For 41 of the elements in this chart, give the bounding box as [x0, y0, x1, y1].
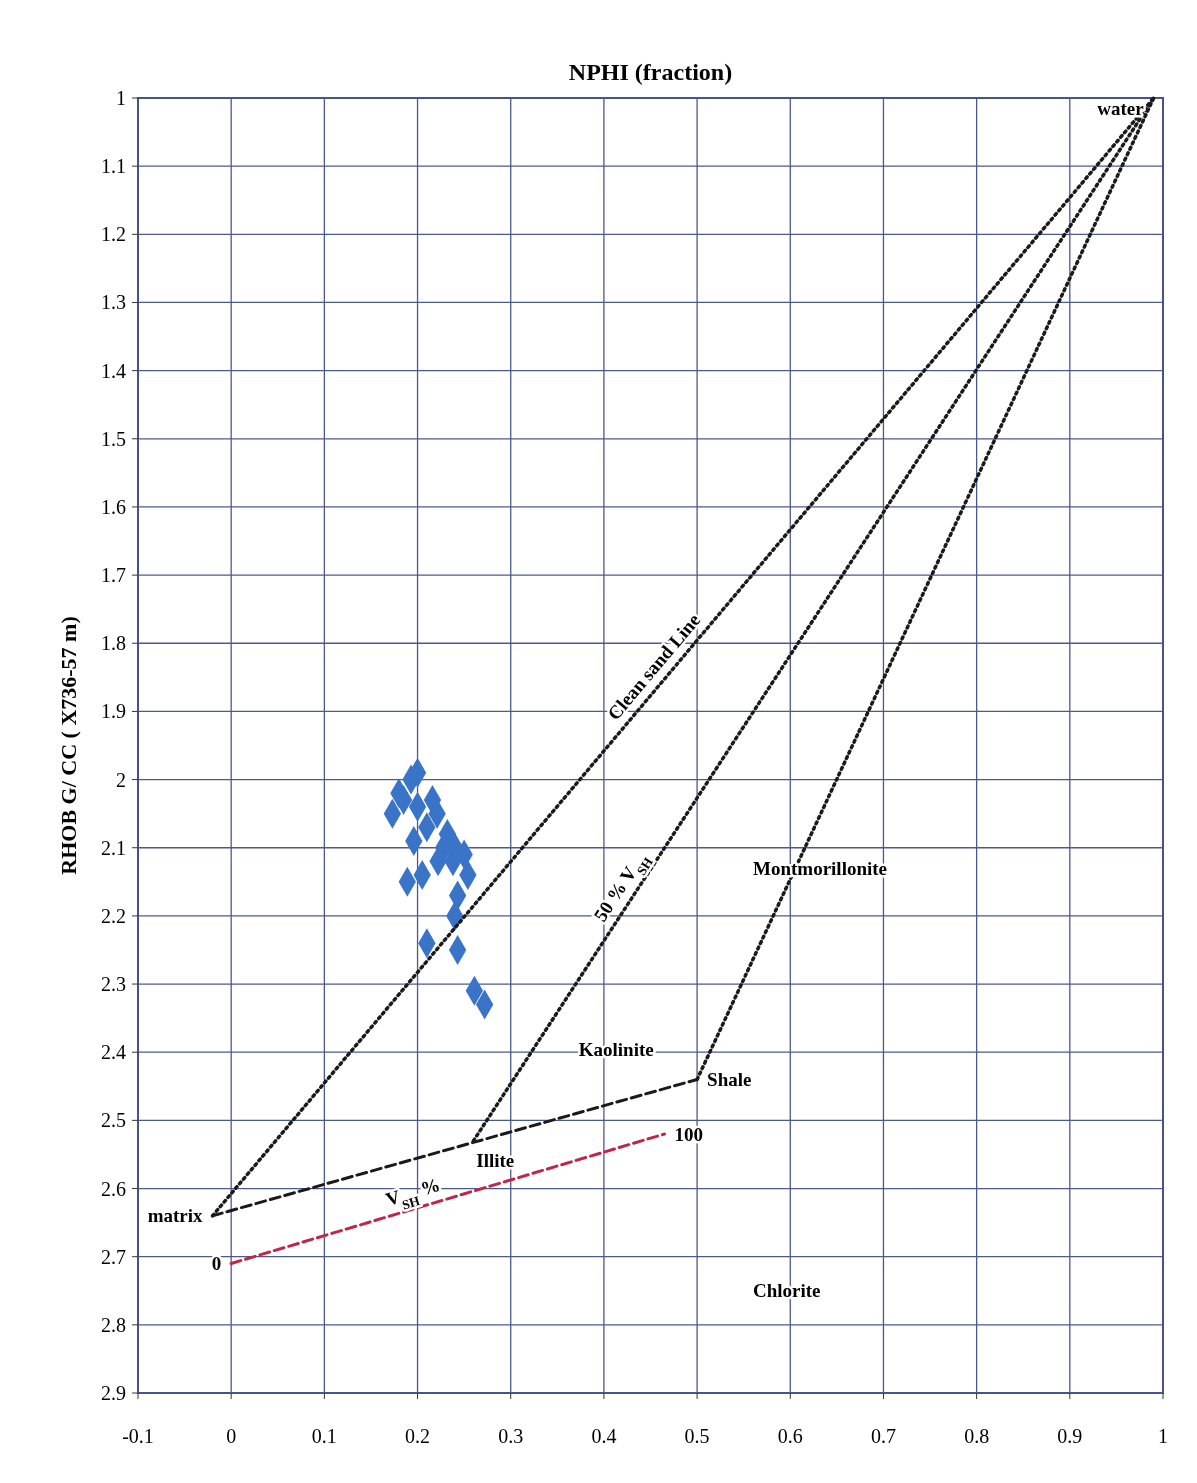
x-tick-label: 0.2 [405, 1425, 431, 1447]
y-tick-label: 2.4 [101, 1041, 126, 1064]
annotation: Shale [707, 1069, 752, 1091]
y-tick-label: 1.8 [101, 632, 126, 655]
y-tick-label: 1.9 [101, 700, 126, 723]
annotation: V$_{SH}$ % [383, 1173, 443, 1213]
x-tick-label: 0.8 [964, 1425, 990, 1447]
x-tick-label: 0.7 [870, 1425, 896, 1447]
y-tick-label: 1.7 [101, 564, 126, 587]
x-tick-label: 0.9 [1057, 1425, 1083, 1447]
x-tick-label: 1 [1158, 1425, 1168, 1447]
annotation: 0 [211, 1253, 222, 1275]
y-tick-label: 1.5 [101, 427, 126, 450]
y-tick-label: 1.1 [101, 155, 126, 178]
y-tick-label: 1.6 [101, 495, 126, 518]
y-tick-label: 1.4 [101, 359, 126, 382]
annotation: Kaolinite [578, 1039, 654, 1061]
x-tick-label: 0.6 [777, 1425, 803, 1447]
y-tick-label: 2.5 [101, 1109, 126, 1132]
y-tick-label: 2.7 [101, 1245, 126, 1268]
y-tick-label: 2.8 [101, 1313, 126, 1336]
y-tick-label: 2 [116, 768, 126, 791]
x-tick-label: 0.5 [684, 1425, 710, 1447]
annotation: matrix [147, 1205, 204, 1227]
x-tick-label: 0 [226, 1425, 237, 1447]
y-tick-label: 2.6 [101, 1177, 126, 1200]
y-tick-label: 2.3 [101, 973, 126, 996]
annotation: 100 [674, 1123, 703, 1145]
y-tick-label: 2.9 [101, 1382, 126, 1404]
y-axis-title: RHOB G/ CC ( X736-57 m) [56, 616, 81, 875]
x-tick-label: 0.1 [311, 1425, 337, 1447]
x-tick-label: 0.3 [498, 1425, 524, 1447]
y-tick-label: 1 [116, 87, 126, 109]
x-tick-label: -0.1 [122, 1425, 154, 1447]
y-tick-label: 2.1 [101, 836, 126, 859]
x-tick-label: 0.4 [591, 1425, 617, 1447]
y-tick-label: 1.2 [101, 223, 126, 246]
x-axis-title: NPHI (fraction) [568, 59, 733, 85]
y-tick-label: 2.2 [101, 904, 126, 927]
y-tick-label: 1.3 [101, 291, 126, 314]
annotation: water [1097, 97, 1145, 119]
